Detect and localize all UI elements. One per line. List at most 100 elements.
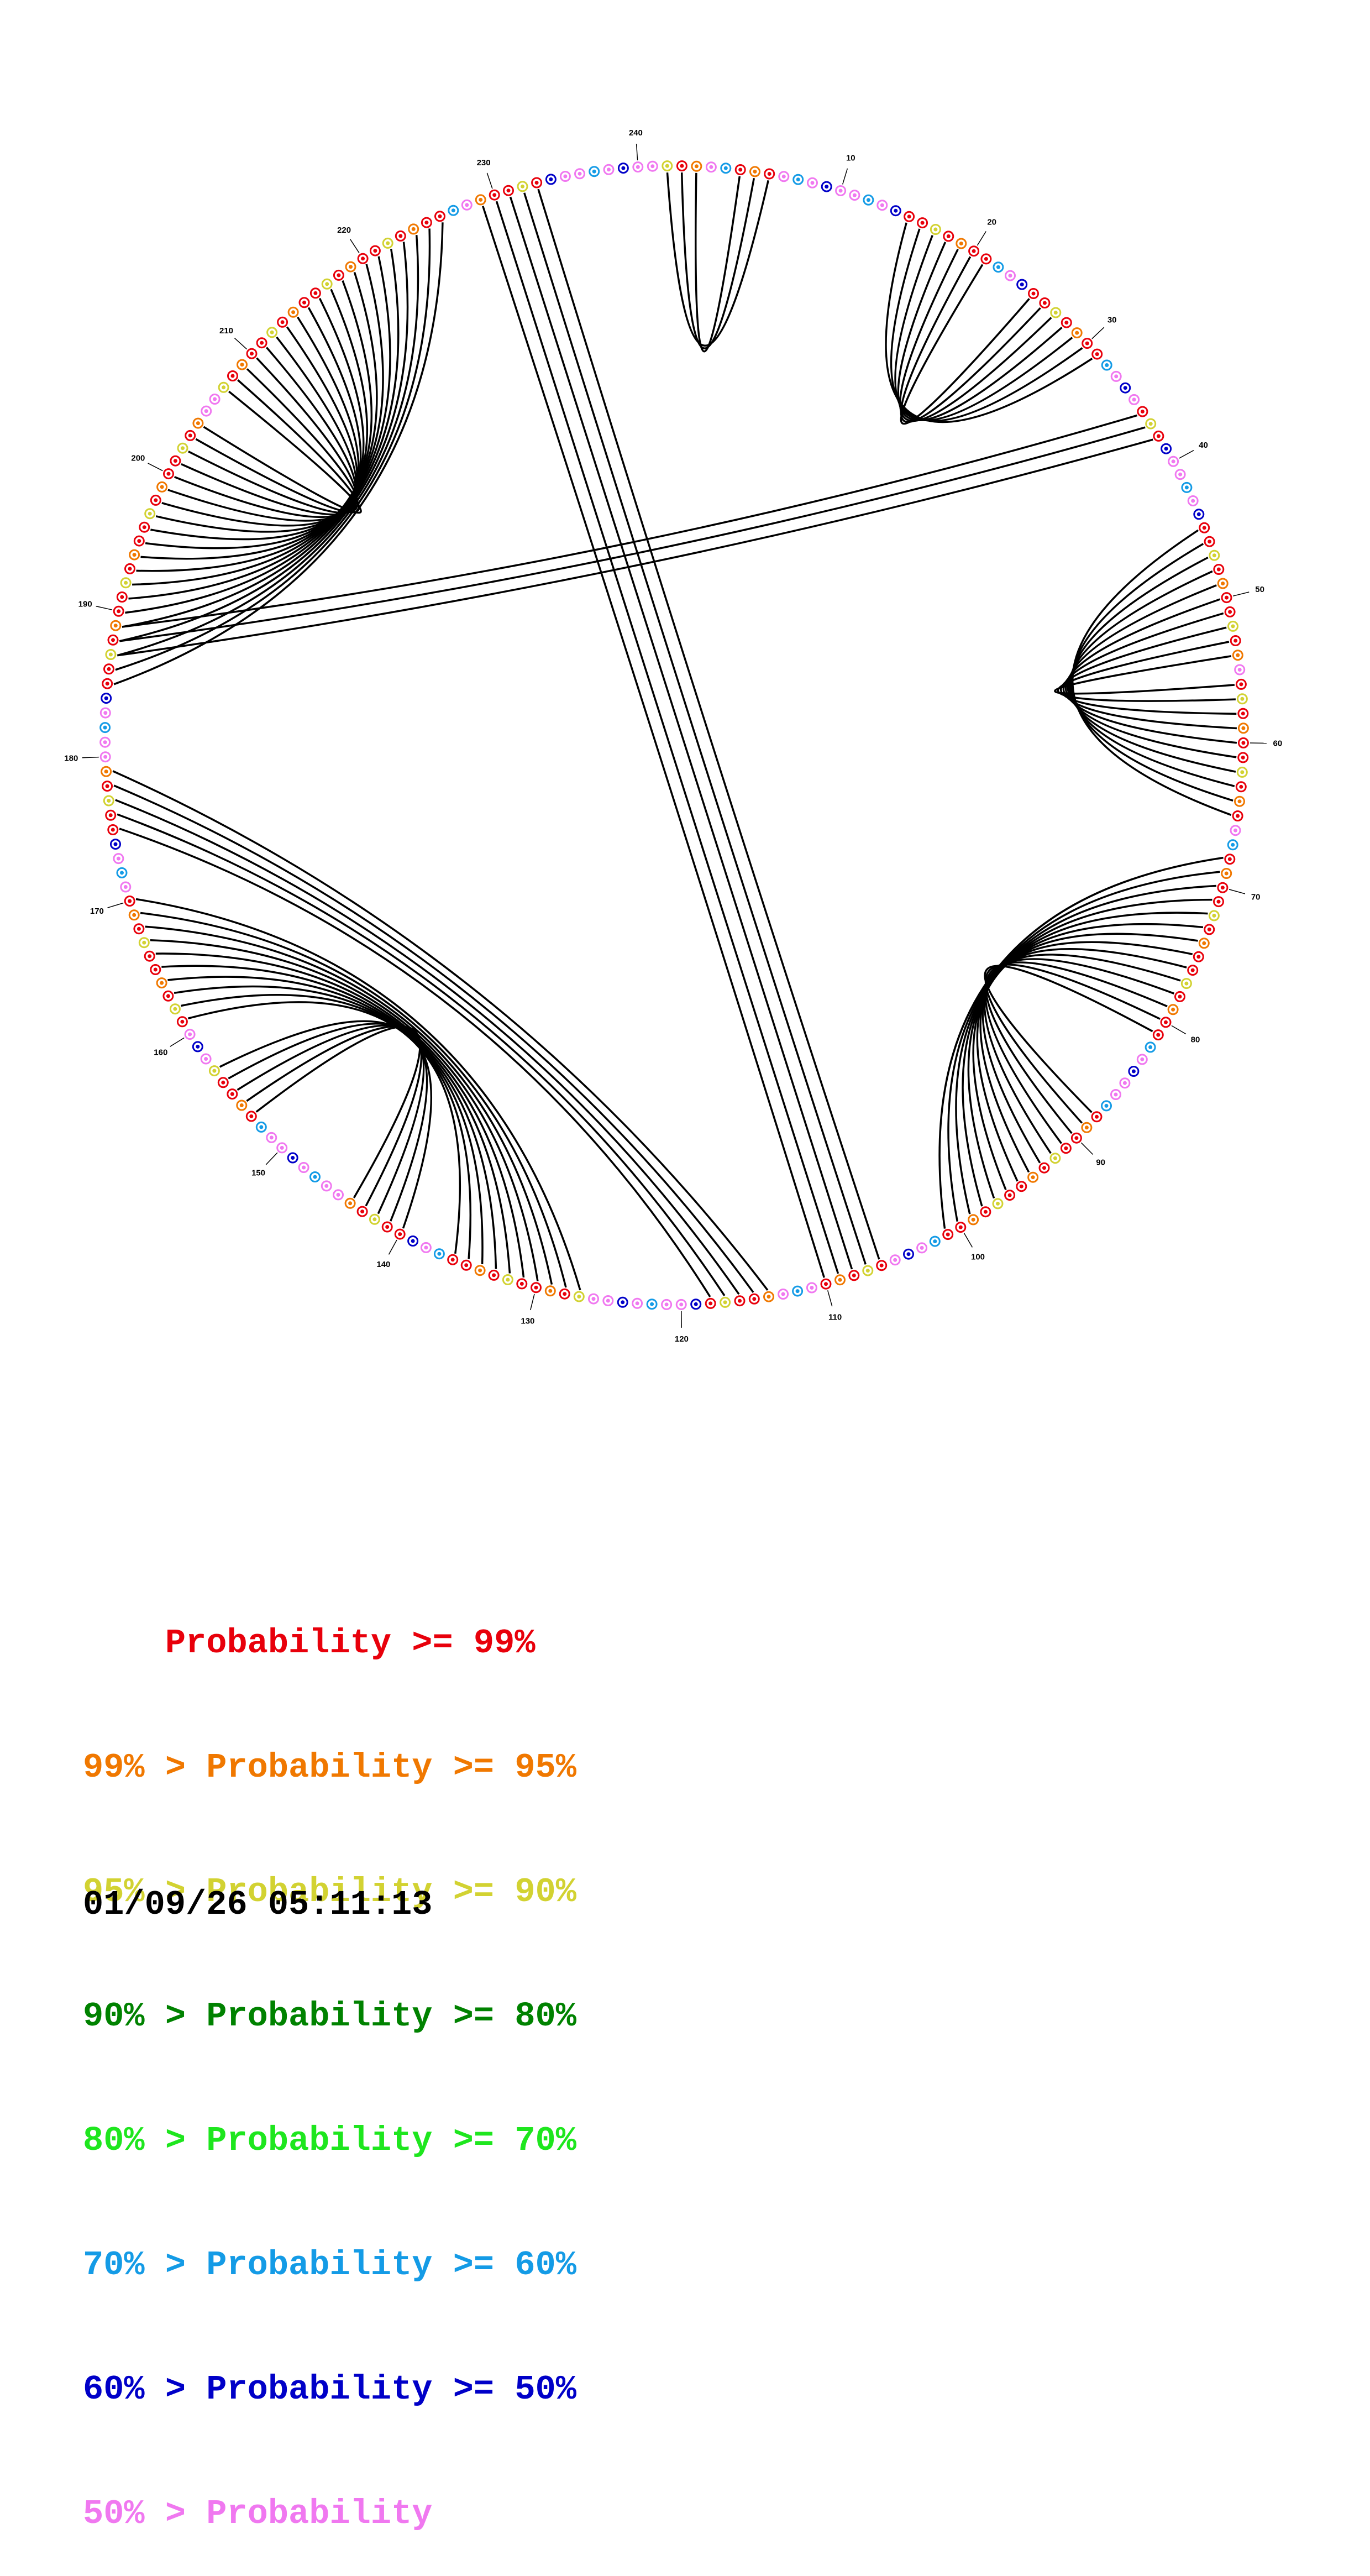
tick-mark [487,173,492,189]
pair-arc [986,965,1161,1123]
legend-row-p60: 70% > Probability >= 60% [83,2244,576,2286]
nucleotide-dot [507,189,511,192]
tick-label: 120 [675,1334,689,1344]
pair-arc [228,1024,427,1221]
nucleotide-dot [465,203,469,207]
nucleotide-dot [1241,711,1245,715]
nucleotide-dot [385,1225,389,1229]
nucleotide-dot [1032,292,1036,296]
nucleotide-dot [1140,1057,1144,1061]
nucleotide-dot [1148,1045,1152,1049]
nucleotide-dot [894,209,897,213]
tick-label: 20 [987,218,996,227]
nucleotide-dot [1203,526,1206,530]
nucleotide-dot [1221,582,1225,585]
nucleotide-dot [196,421,200,425]
nucleotide-dot [853,193,857,197]
nucleotide-dot [398,234,402,238]
tick-label: 30 [1107,315,1117,324]
pair-arc [1055,656,1235,694]
nucleotide-dot [1043,301,1047,305]
nucleotide-dot [117,857,120,861]
nucleotide-dot [173,1007,177,1011]
nucleotide-dot [548,1289,552,1293]
nucleotide-dot [1114,374,1118,378]
timestamp: 01/09/26 05:11:13 [83,1885,433,1924]
nucleotide-dot [111,828,115,832]
nucleotide-dot [1020,282,1024,286]
nucleotide-dot [1225,596,1229,600]
nucleotide-dot [313,291,317,295]
tick-mark [389,1240,397,1254]
nucleotide-dot [154,498,158,502]
nucleotide-dot [972,249,976,253]
nucleotide-dot [478,1269,482,1273]
tick-label: 100 [971,1253,985,1262]
nucleotide-dot [1231,843,1235,847]
nucleotide-dot [680,164,684,168]
nucleotide-dot [221,1081,225,1085]
nucleotide-dot [810,1286,813,1290]
tick-label: 60 [1273,739,1283,748]
nucleotide-dot [1008,1193,1012,1197]
tick-label: 70 [1251,892,1261,902]
nucleotide-dot [933,1239,937,1243]
pair-arc [511,197,852,1269]
nucleotide-dot [563,175,567,179]
tick-mark [350,239,359,253]
tick-mark [1172,1025,1186,1034]
pair-arc [136,899,580,1290]
nucleotide-dot [137,927,141,931]
nucleotide-dot [996,265,1000,269]
pair-arc [114,222,443,684]
nucleotide-dot [946,1233,950,1237]
nucleotide-dot [866,1269,870,1273]
nucleotide-dot [1105,1104,1109,1108]
tick-label: 220 [337,226,351,235]
nucleotide-dot [907,1252,911,1256]
nucleotide-dot [1149,422,1153,426]
nucleotide-dot [839,189,843,193]
tick-mark [1092,327,1104,339]
nucleotide-dot [109,813,113,817]
nucleotide-dot [196,1045,200,1049]
nucleotide-dot [782,175,786,179]
nucleotide-dot [1238,668,1242,672]
nucleotide-dot [1171,1008,1175,1012]
nucleotide-dot [167,472,171,476]
nucleotide-dot [1132,397,1136,401]
nucleotide-dot [212,1069,216,1073]
nucleotide-dot [1172,459,1175,463]
legend-row-p50: 60% > Probability >= 50% [83,2369,576,2410]
nucleotide-dot [1105,363,1109,367]
pair-arc [181,358,356,515]
nucleotide-dot [1020,1185,1023,1188]
nucleotide-dot [492,1273,496,1277]
nucleotide-dot [313,1175,317,1179]
nucleotide-dot [230,1092,234,1096]
tick-mark [148,463,163,471]
tick-mark [1179,451,1194,458]
nucleotide-dot [1191,968,1195,972]
nucleotide-dot [665,164,669,168]
nucleotide-dot [302,301,306,305]
nucleotide-dot [578,172,582,176]
nucleotide-dot [1212,553,1216,557]
pair-arc [963,900,1212,1207]
tick-label: 240 [629,128,643,138]
nucleotide-dot [104,769,108,773]
tick-label: 150 [251,1168,265,1177]
tick-mark [82,757,99,758]
tick-label: 40 [1199,441,1208,450]
nucleotide-dot [752,1297,756,1301]
tick-mark [977,232,986,246]
nucleotide-dot [188,433,192,437]
nucleotide-dot [240,363,244,366]
nucleotide-dot [1241,726,1245,730]
nucleotide-dot [796,1289,800,1293]
nucleotide-dot [1241,741,1245,745]
nucleotide-dot [133,553,137,557]
nucleotide-dot [838,1278,842,1282]
nucleotide-dot [213,397,217,401]
nucleotide-dot [907,214,911,218]
